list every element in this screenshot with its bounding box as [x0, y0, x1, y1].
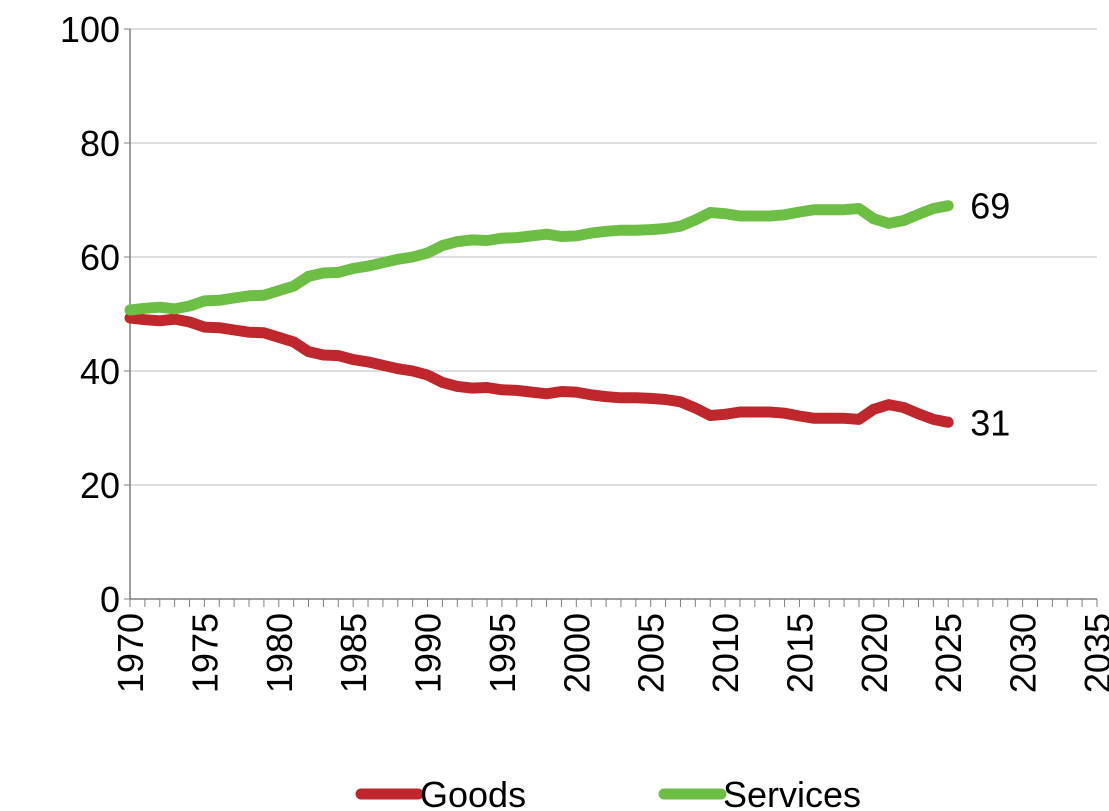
- axes: [124, 28, 1098, 607]
- x-tick-label: 2000: [556, 613, 597, 693]
- legend-label-goods: Goods: [420, 774, 526, 811]
- y-tick-label: 40: [80, 351, 120, 392]
- end-label-goods: 31: [970, 402, 1010, 443]
- y-tick-label: 60: [80, 237, 120, 278]
- y-tick-label: 80: [80, 123, 120, 164]
- series-line-goods: [124, 312, 954, 428]
- series-lines: [124, 200, 954, 428]
- x-tick-label: 2015: [779, 613, 820, 693]
- legend-label-services: Services: [723, 774, 861, 811]
- x-tick-label: 1995: [482, 613, 523, 693]
- gridlines: [130, 28, 1097, 486]
- x-tick-label: 1980: [259, 613, 300, 693]
- x-axis-ticks: 1970 1975 1980 1985 1990 1995 2000 2005 2010 2015…: [110, 613, 1109, 693]
- series-line-services: [124, 200, 954, 316]
- y-tick-label: 20: [80, 465, 120, 506]
- x-tick-label: 2005: [631, 613, 672, 693]
- x-tick-label: 2010: [705, 613, 746, 693]
- legend-item-goods: Goods: [355, 774, 526, 811]
- x-tick-label: 1975: [184, 613, 225, 693]
- x-tick-label: 1990: [408, 613, 449, 693]
- x-tick-label: 1985: [333, 613, 374, 693]
- y-tick-label: 0: [100, 579, 120, 620]
- x-tick-label: 2030: [1003, 613, 1044, 693]
- x-tick-label: 2025: [928, 613, 969, 693]
- x-tick-label: 1970: [110, 613, 151, 693]
- y-tick-label: 100: [60, 9, 120, 50]
- legend-item-services: Services: [658, 774, 861, 811]
- end-labels: 31 69: [970, 186, 1010, 444]
- end-label-services: 69: [970, 186, 1010, 227]
- x-tick-label: 2020: [854, 613, 895, 693]
- y-axis-ticks: 0 20 40 60 80 100: [60, 9, 120, 620]
- x-tick-label: 2035: [1077, 613, 1109, 693]
- legend: Goods Services: [355, 774, 861, 811]
